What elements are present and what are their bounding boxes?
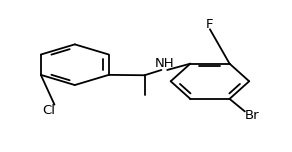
Text: Br: Br xyxy=(245,109,259,122)
Text: Cl: Cl xyxy=(42,104,55,117)
Text: F: F xyxy=(206,17,214,31)
Text: NH: NH xyxy=(154,57,174,70)
